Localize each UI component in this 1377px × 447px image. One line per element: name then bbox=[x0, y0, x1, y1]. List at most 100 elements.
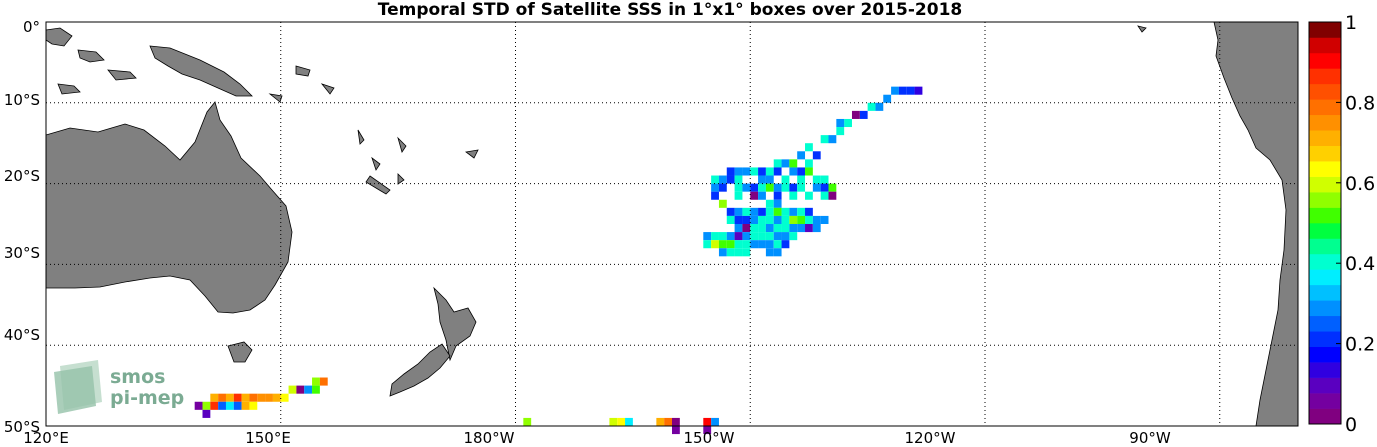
std-cell bbox=[742, 240, 751, 249]
colorbar-swatch bbox=[1309, 362, 1341, 378]
std-cell bbox=[773, 224, 782, 233]
std-cell bbox=[805, 215, 813, 224]
std-cell bbox=[742, 224, 751, 233]
std-cell bbox=[758, 167, 766, 176]
std-cell bbox=[703, 417, 712, 426]
std-cell bbox=[319, 377, 328, 386]
colorbar-swatch bbox=[1309, 315, 1341, 332]
std-cell bbox=[765, 248, 774, 257]
std-cell bbox=[742, 232, 751, 241]
std-cell bbox=[765, 199, 774, 208]
land-south-america bbox=[1213, 21, 1299, 427]
std-cell bbox=[711, 232, 719, 241]
std-cell bbox=[891, 86, 899, 95]
colorbar-tick-label: 1 bbox=[1345, 12, 1357, 34]
colorbar-swatch bbox=[1309, 393, 1341, 409]
std-cell bbox=[781, 207, 790, 216]
std-cell bbox=[249, 393, 258, 402]
std-cell bbox=[765, 240, 774, 249]
lat-label-40s: 40°S bbox=[4, 326, 40, 344]
std-cell bbox=[617, 417, 626, 426]
std-cell bbox=[906, 86, 915, 95]
colorbar-swatch bbox=[1309, 145, 1341, 162]
std-cell bbox=[656, 417, 665, 426]
std-cell bbox=[781, 240, 790, 249]
std-cell bbox=[883, 94, 892, 103]
land-new-guinea bbox=[149, 45, 253, 97]
std-cell bbox=[734, 215, 743, 224]
std-cell bbox=[202, 409, 211, 418]
std-cell bbox=[750, 207, 759, 216]
gridlines bbox=[46, 22, 1298, 426]
map-frame bbox=[45, 21, 1299, 427]
std-cell bbox=[288, 385, 297, 394]
colorbar-tick-label: 0.8 bbox=[1345, 92, 1375, 114]
std-cell bbox=[233, 393, 242, 402]
std-cell bbox=[789, 159, 798, 168]
std-cell bbox=[750, 215, 759, 224]
std-cell bbox=[875, 102, 884, 111]
logo-mark-layer bbox=[54, 366, 96, 414]
std-cell bbox=[828, 183, 837, 192]
land-new-zealand-north bbox=[433, 286, 477, 362]
std-cell bbox=[734, 232, 743, 241]
std-cell bbox=[718, 183, 727, 192]
colorbar-swatch bbox=[1309, 238, 1341, 255]
std-cell bbox=[734, 167, 743, 176]
colorbar-swatch bbox=[1309, 269, 1341, 286]
std-cell bbox=[703, 240, 712, 249]
std-cell bbox=[781, 183, 790, 192]
colorbar-swatch bbox=[1309, 192, 1341, 208]
std-cell bbox=[859, 110, 868, 119]
std-cell bbox=[812, 175, 821, 184]
colorbar-swatch bbox=[1309, 114, 1341, 131]
std-cell bbox=[218, 393, 226, 402]
std-cell bbox=[820, 175, 829, 184]
map-area bbox=[45, 21, 1299, 435]
lon-label-150e: 150°E bbox=[245, 429, 291, 447]
std-cell bbox=[726, 215, 735, 224]
std-cell bbox=[805, 167, 813, 176]
std-cell bbox=[280, 393, 289, 402]
std-cell bbox=[773, 167, 782, 176]
colorbar-tick-label: 0.2 bbox=[1345, 334, 1375, 356]
colorbar-swatch bbox=[1309, 377, 1341, 394]
std-cell bbox=[812, 215, 821, 224]
std-cell bbox=[194, 401, 203, 410]
std-cell bbox=[750, 232, 759, 241]
std-cell bbox=[296, 385, 305, 394]
std-cell bbox=[797, 175, 806, 184]
lat-label-50s: 50°S bbox=[4, 418, 40, 436]
std-cell bbox=[742, 215, 751, 224]
colorbar-swatch bbox=[1309, 253, 1341, 270]
std-cell bbox=[241, 401, 250, 410]
std-cell bbox=[789, 215, 798, 224]
std-cell bbox=[664, 417, 672, 426]
std-cell bbox=[734, 207, 743, 216]
std-cell bbox=[718, 248, 727, 257]
std-cell bbox=[812, 183, 821, 192]
std-cell bbox=[734, 183, 743, 192]
std-cell bbox=[703, 426, 712, 435]
colorbar-swatch bbox=[1309, 68, 1341, 85]
std-cell bbox=[805, 224, 813, 233]
std-cell bbox=[734, 224, 743, 233]
colorbar-ticks: 1 0.8 0.6 0.4 0.2 0 bbox=[1336, 12, 1375, 436]
std-cell bbox=[773, 191, 782, 200]
std-cell bbox=[820, 215, 829, 224]
std-cell bbox=[225, 401, 234, 410]
std-cell bbox=[820, 135, 829, 144]
std-cell bbox=[765, 175, 774, 184]
std-cell bbox=[773, 159, 782, 168]
std-cell bbox=[758, 215, 766, 224]
std-cell bbox=[758, 183, 766, 192]
colorbar-swatch bbox=[1309, 408, 1341, 425]
colorbar-swatch bbox=[1309, 331, 1341, 347]
std-cell bbox=[812, 151, 821, 160]
std-cell bbox=[758, 207, 766, 216]
axis-labels: 0° 10°S 20°S 30°S 40°S 50°S 120°E 150°E … bbox=[4, 18, 1171, 447]
smos-pimep-logo: smos pi-mep bbox=[54, 360, 184, 414]
std-cell bbox=[257, 393, 266, 402]
std-cell bbox=[750, 167, 759, 176]
